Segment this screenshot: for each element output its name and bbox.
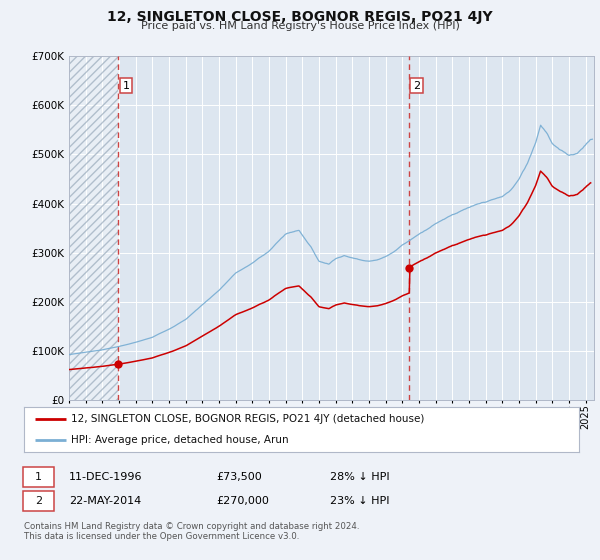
Text: 1: 1	[35, 472, 42, 482]
Text: Price paid vs. HM Land Registry's House Price Index (HPI): Price paid vs. HM Land Registry's House …	[140, 21, 460, 31]
Text: This data is licensed under the Open Government Licence v3.0.: This data is licensed under the Open Gov…	[24, 532, 299, 541]
Text: 2: 2	[35, 496, 42, 506]
Text: 2: 2	[413, 81, 420, 91]
Text: £270,000: £270,000	[216, 496, 269, 506]
Text: 1: 1	[122, 81, 130, 91]
Text: 28% ↓ HPI: 28% ↓ HPI	[330, 472, 389, 482]
Bar	[69, 56, 118, 400]
Text: HPI: Average price, detached house, Arun: HPI: Average price, detached house, Arun	[71, 435, 289, 445]
Text: 22-MAY-2014: 22-MAY-2014	[69, 496, 141, 506]
Text: 11-DEC-1996: 11-DEC-1996	[69, 472, 143, 482]
Text: Contains HM Land Registry data © Crown copyright and database right 2024.: Contains HM Land Registry data © Crown c…	[24, 522, 359, 531]
Text: 12, SINGLETON CLOSE, BOGNOR REGIS, PO21 4JY (detached house): 12, SINGLETON CLOSE, BOGNOR REGIS, PO21 …	[71, 414, 425, 424]
Bar	[69, 56, 118, 400]
Text: 23% ↓ HPI: 23% ↓ HPI	[330, 496, 389, 506]
Text: £73,500: £73,500	[216, 472, 262, 482]
Text: 12, SINGLETON CLOSE, BOGNOR REGIS, PO21 4JY: 12, SINGLETON CLOSE, BOGNOR REGIS, PO21 …	[107, 10, 493, 24]
